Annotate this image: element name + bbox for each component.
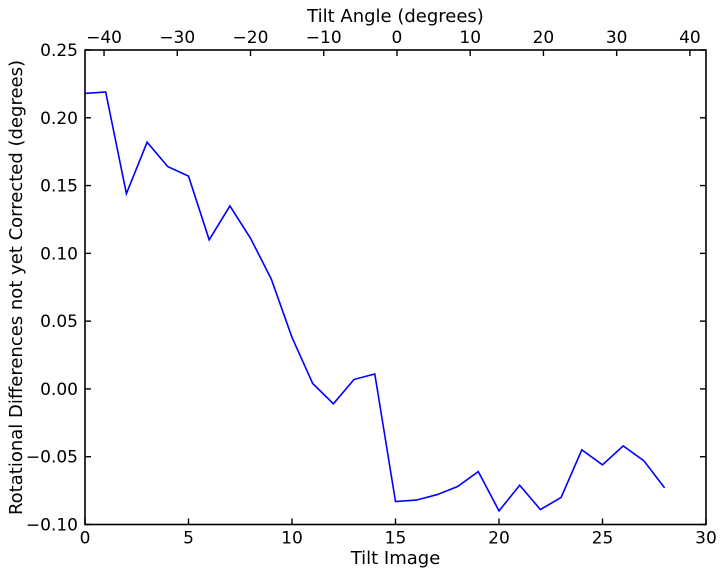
top-axis-tick-label: −30 (159, 28, 195, 48)
top-axis-title: Tilt Angle (degrees) (306, 6, 484, 27)
y-axis-tick-label: 0.00 (40, 380, 78, 400)
top-axis-tick-label: −20 (233, 28, 269, 48)
y-axis-tick-label: 0.05 (40, 312, 78, 332)
top-axis-tick-label: 10 (459, 28, 481, 48)
top-axis-tick-label: 0 (392, 28, 403, 48)
x-axis-tick-label: 5 (183, 529, 194, 549)
x-axis-tick-label: 30 (695, 529, 717, 549)
plot-generated-content: 0 5 10 15 20 25 30 −40 −30 −20 −10 0 10 20 30 40 0.25 0.2… (26, 28, 717, 549)
x-axis-tick-label: 25 (592, 529, 614, 549)
y-axis-label: Rotational Differences not yet Corrected… (6, 60, 27, 515)
y-axis-tick-label: 0.25 (40, 41, 78, 61)
top-axis-tick-label: −10 (306, 28, 342, 48)
top-axis-tick-label: 20 (533, 28, 555, 48)
plot-box (84, 49, 707, 526)
x-axis-tick-label: 15 (385, 529, 407, 549)
y-axis-tick-label: −0.10 (26, 516, 78, 536)
x-axis-label: Tilt Image (350, 548, 441, 569)
x-axis-tick-label: 10 (281, 529, 303, 549)
y-axis-tick-label: −0.05 (26, 448, 78, 468)
x-axis-tick-label: 0 (80, 529, 91, 549)
data-line-rotational-differences (84, 91, 666, 513)
top-axis-tick-label: −40 (86, 28, 122, 48)
y-axis-tick-label: 0.15 (40, 177, 78, 197)
x-axis-tick-label: 20 (488, 529, 510, 549)
y-axis-tick-label: 0.20 (40, 109, 78, 129)
top-axis-tick-label: 40 (679, 28, 701, 48)
y-axis-tick-label: 0.10 (40, 244, 78, 264)
top-axis-tick-label: 30 (606, 28, 628, 48)
